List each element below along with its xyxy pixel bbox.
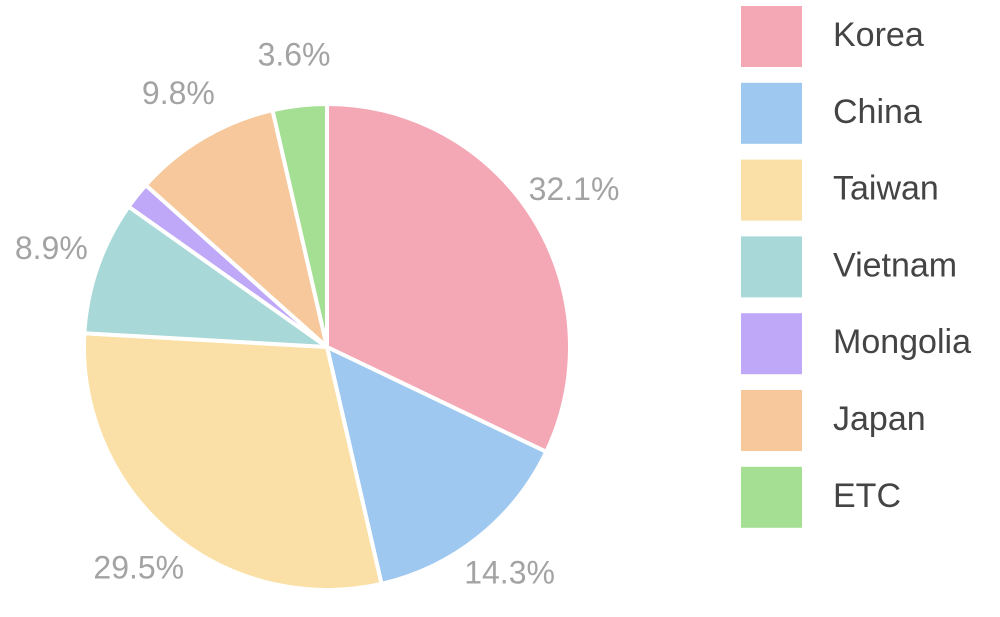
legend-swatch (741, 466, 802, 528)
legend-swatch (741, 313, 802, 375)
legend-swatch (741, 82, 802, 144)
slice-label: 29.5% (93, 550, 184, 586)
slice-label: 3.6% (258, 36, 331, 72)
pie-slice (82, 204, 329, 349)
legend-label: Vietnam (833, 246, 957, 284)
pie-slice (270, 102, 329, 349)
legend-label: Japan (833, 400, 926, 438)
pie-slice (325, 102, 572, 454)
legend-label: Korea (833, 16, 924, 54)
slice-label: 14.3% (464, 554, 555, 590)
legend-swatch (741, 390, 802, 451)
pie-slice (82, 331, 384, 592)
legend-swatch (741, 236, 802, 298)
legend-swatch (741, 6, 802, 67)
slice-label: 8.9% (15, 230, 88, 266)
slice-label: 32.1% (529, 171, 620, 207)
legend-label: Mongolia (833, 323, 971, 361)
legend-label: China (833, 93, 922, 131)
legend-swatch (741, 159, 802, 221)
legend-label: ETC (833, 477, 901, 515)
slice-label: 9.8% (142, 75, 215, 111)
legend-label: Taiwan (833, 170, 939, 208)
pie-slice (325, 345, 549, 586)
pie-slice (143, 108, 329, 349)
